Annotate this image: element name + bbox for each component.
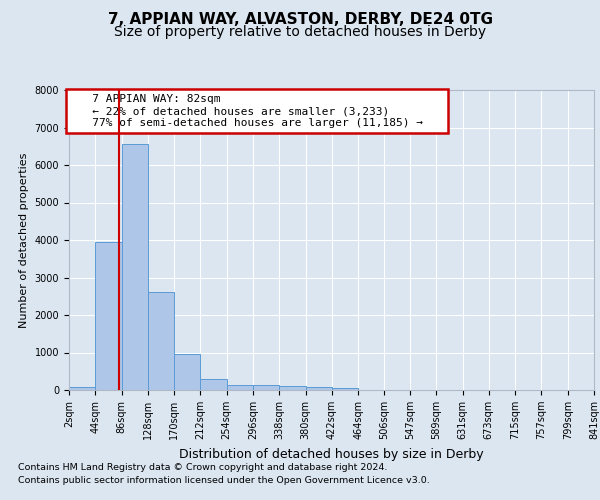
Y-axis label: Number of detached properties: Number of detached properties — [19, 152, 29, 328]
Text: Contains public sector information licensed under the Open Government Licence v3: Contains public sector information licen… — [18, 476, 430, 485]
Text: 7 APPIAN WAY: 82sqm   
   ← 22% of detached houses are smaller (3,233)   
   77%: 7 APPIAN WAY: 82sqm ← 22% of detached ho… — [71, 94, 443, 128]
Bar — [69, 387, 95, 390]
Bar — [148, 292, 174, 390]
Bar — [227, 385, 253, 390]
Bar — [174, 354, 200, 390]
Bar — [279, 386, 305, 390]
Text: Contains HM Land Registry data © Crown copyright and database right 2024.: Contains HM Land Registry data © Crown c… — [18, 462, 388, 471]
Bar — [200, 379, 227, 390]
X-axis label: Distribution of detached houses by size in Derby: Distribution of detached houses by size … — [179, 448, 484, 460]
Bar — [95, 242, 122, 390]
Bar — [253, 385, 279, 390]
Text: Size of property relative to detached houses in Derby: Size of property relative to detached ho… — [114, 25, 486, 39]
Bar — [122, 144, 148, 390]
Bar — [305, 387, 332, 390]
Bar — [332, 388, 358, 390]
Text: 7, APPIAN WAY, ALVASTON, DERBY, DE24 0TG: 7, APPIAN WAY, ALVASTON, DERBY, DE24 0TG — [107, 12, 493, 28]
